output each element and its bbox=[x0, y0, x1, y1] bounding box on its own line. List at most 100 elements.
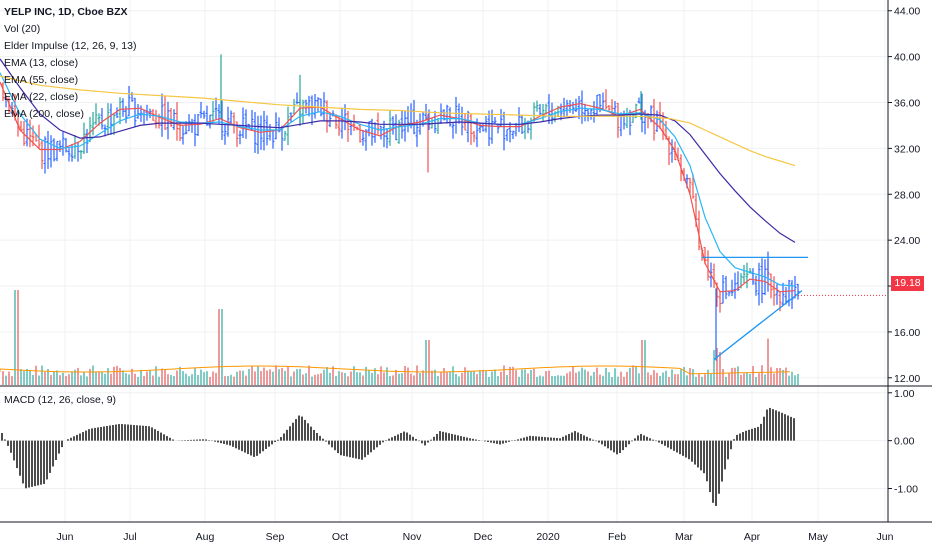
ema-55-line bbox=[0, 58, 796, 243]
volume-bar bbox=[593, 371, 595, 385]
volume-bar bbox=[794, 375, 796, 385]
volume-bar bbox=[158, 376, 160, 385]
legend-vol[interactable]: Vol (20) bbox=[4, 23, 41, 35]
volume-bar bbox=[17, 290, 19, 385]
volume-bar bbox=[290, 376, 292, 385]
volume-bar bbox=[770, 367, 772, 385]
volume-bar bbox=[494, 369, 496, 385]
volume-bar bbox=[233, 376, 235, 385]
volume-bar bbox=[275, 365, 277, 385]
volume-bar bbox=[443, 367, 445, 385]
volume-bar bbox=[227, 376, 229, 385]
volume-bar bbox=[62, 372, 64, 385]
volume-bar bbox=[11, 376, 13, 385]
volume-bar bbox=[425, 340, 427, 385]
volume-bar bbox=[539, 375, 541, 385]
volume-bar bbox=[236, 371, 238, 385]
volume-bar bbox=[182, 371, 184, 385]
volume-bar bbox=[86, 376, 88, 385]
volume-bar bbox=[785, 367, 787, 385]
volume-bar bbox=[704, 374, 706, 385]
macd-legend[interactable]: MACD (12, 26, close, 9) bbox=[4, 394, 117, 406]
volume-bar bbox=[281, 367, 283, 385]
volume-bar bbox=[710, 373, 712, 385]
volume-bar bbox=[284, 370, 286, 385]
volume-bar bbox=[350, 371, 352, 385]
volume-bar bbox=[752, 365, 754, 385]
volume-bar bbox=[35, 365, 37, 385]
x-tick-label: Apr bbox=[744, 531, 761, 543]
volume-bar bbox=[113, 366, 115, 385]
x-tick-label: 2020 bbox=[536, 531, 560, 543]
macd-tick-label: -1.00 bbox=[894, 484, 918, 496]
chart-title: YELP INC, 1D, Cboe BZX bbox=[4, 6, 128, 18]
volume-bar bbox=[5, 375, 7, 385]
x-tick-label: Jul bbox=[123, 531, 136, 543]
volume-bar bbox=[338, 371, 340, 385]
volume-bar bbox=[383, 372, 385, 385]
volume-bar bbox=[368, 370, 370, 385]
volume-bar bbox=[566, 373, 568, 385]
volume-bar bbox=[248, 369, 250, 385]
volume-bar bbox=[92, 365, 94, 385]
volume-bar bbox=[203, 372, 205, 385]
volume-bar bbox=[680, 369, 682, 385]
volume-bar bbox=[332, 366, 334, 385]
volume-bar bbox=[143, 375, 145, 385]
volume-bar bbox=[215, 372, 217, 385]
volume-bar bbox=[575, 372, 577, 385]
volume-bar bbox=[122, 370, 124, 385]
volume-bar bbox=[98, 371, 100, 385]
volume-bar bbox=[599, 374, 601, 385]
volume-bar bbox=[641, 340, 643, 385]
legend-ema-200[interactable]: EMA (200, close) bbox=[4, 108, 84, 120]
volume-bar bbox=[563, 375, 565, 385]
volume-bar bbox=[398, 373, 400, 385]
legend-elder-impulse[interactable]: Elder Impulse (12, 26, 9, 13) bbox=[4, 40, 137, 52]
volume-bar bbox=[569, 371, 571, 385]
volume-bar bbox=[779, 368, 781, 385]
volume-bar bbox=[29, 370, 31, 385]
volume-bar bbox=[44, 371, 46, 385]
volume-bar bbox=[140, 369, 142, 385]
volume-bar bbox=[161, 368, 163, 385]
volume-bar bbox=[272, 371, 274, 385]
volume-bar bbox=[512, 366, 514, 385]
volume-bar bbox=[200, 369, 202, 385]
volume-bar bbox=[302, 374, 304, 385]
volume-bar bbox=[380, 366, 382, 385]
legend-ema-55[interactable]: EMA (55, close) bbox=[4, 74, 79, 86]
volume-bar bbox=[530, 369, 532, 385]
volume-bar bbox=[464, 367, 466, 385]
volume-bar bbox=[134, 373, 136, 385]
volume-bar bbox=[485, 371, 487, 385]
volume-bar bbox=[791, 371, 793, 385]
volume-bar bbox=[788, 375, 790, 385]
volume-bar bbox=[392, 375, 394, 385]
volume-bar bbox=[560, 375, 562, 385]
volume-bar bbox=[104, 373, 106, 385]
volume-bar bbox=[221, 309, 223, 385]
legend-ema-22[interactable]: EMA (22, close) bbox=[4, 91, 79, 103]
volume-bar bbox=[254, 371, 256, 385]
y-tick-label: 28.00 bbox=[894, 189, 920, 201]
volume-bar bbox=[401, 373, 403, 385]
volume-bar bbox=[695, 376, 697, 385]
x-tick-label: Mar bbox=[675, 531, 694, 543]
volume-bar bbox=[422, 370, 424, 385]
volume-bar bbox=[674, 374, 676, 385]
volume-bar bbox=[14, 290, 16, 385]
volume-bar bbox=[53, 371, 55, 385]
volume-bar bbox=[365, 366, 367, 385]
volume-bar bbox=[197, 375, 199, 385]
volume-bar bbox=[731, 367, 733, 385]
volume-bar bbox=[623, 376, 625, 385]
volume-bar bbox=[503, 365, 505, 385]
volume-bar bbox=[590, 375, 592, 385]
volume-bar bbox=[239, 370, 241, 385]
legend-ema-13[interactable]: EMA (13, close) bbox=[4, 57, 79, 69]
y-tick-label: 44.00 bbox=[894, 6, 920, 18]
volume-bar bbox=[218, 309, 220, 385]
volume-bar bbox=[359, 372, 361, 385]
volume-bar bbox=[548, 370, 550, 385]
